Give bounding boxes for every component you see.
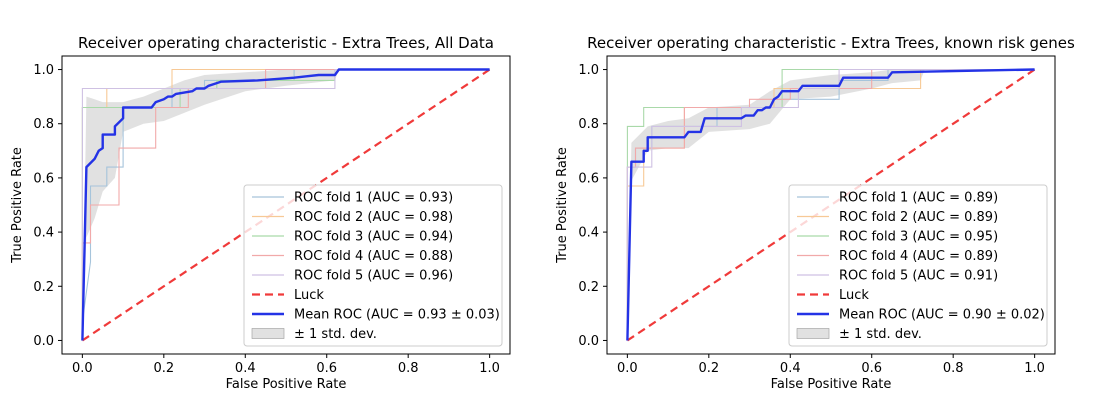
axes-frame — [61, 55, 511, 355]
axes-frame — [606, 55, 1056, 355]
x-axis-label: False Positive Rate — [226, 377, 347, 392]
y-tick-label: 0.8 — [578, 117, 599, 132]
plot-area — [81, 68, 491, 342]
x-tick-label: 1.0 — [1024, 361, 1045, 376]
y-tick-label: 0.2 — [578, 280, 599, 295]
y-tick-label: 1.0 — [33, 63, 54, 78]
legend-entry-label: ROC fold 1 (AUC = 0.93) — [294, 191, 453, 206]
x-tick-label: 0.0 — [72, 361, 93, 376]
mean-roc-line — [81, 68, 490, 341]
y-tick-label: 0.6 — [33, 171, 54, 186]
y-tick-label: 0.4 — [33, 226, 54, 241]
x-axis-label: False Positive Rate — [771, 377, 892, 392]
x-tick-label: 0.6 — [316, 361, 337, 376]
legend-entry-label: Luck — [294, 288, 324, 303]
x-tick-label: 1.0 — [479, 361, 500, 376]
x-tick-label: 0.2 — [153, 361, 174, 376]
luck-line — [81, 68, 491, 342]
x-tick-label: 0.6 — [861, 361, 882, 376]
y-tick-label: 0.6 — [578, 171, 599, 186]
legend-entry-label: Mean ROC (AUC = 0.93 ± 0.03) — [294, 308, 500, 323]
x-tick-label: 0.4 — [780, 361, 801, 376]
legend-entry-label: ROC fold 5 (AUC = 0.91) — [839, 269, 998, 284]
x-tick-label: 0.8 — [398, 361, 419, 376]
y-axis-label: True Positive Rate — [555, 147, 570, 264]
roc-fold-3-line — [626, 68, 1035, 341]
x-tick-label: 0.4 — [235, 361, 256, 376]
x-tick-label: 0.0 — [617, 361, 638, 376]
y-tick-label: 0.4 — [578, 226, 599, 241]
roc-fold-5-line — [626, 68, 1035, 341]
legend-entry-label: ROC fold 3 (AUC = 0.94) — [294, 230, 453, 245]
legend-entry-label: ± 1 std. dev. — [294, 327, 377, 342]
legend-entry-label: ROC fold 4 (AUC = 0.88) — [294, 249, 453, 264]
y-tick-label: 0.0 — [578, 334, 599, 349]
legend-box — [243, 184, 503, 347]
legend-entry-label: ROC fold 2 (AUC = 0.89) — [839, 210, 998, 225]
legend: ROC fold 1 (AUC = 0.89) ROC fold 2 (AUC =… — [788, 184, 1048, 347]
y-axis-label: True Positive Rate — [10, 147, 25, 264]
luck-line — [626, 68, 1036, 342]
legend-entry-label: ROC fold 3 (AUC = 0.95) — [839, 230, 998, 245]
roc-chart-known-risk-genes: Receiver operating characteristic - Extr… — [555, 34, 1075, 392]
legend-box — [788, 184, 1048, 347]
chart-title: Receiver operating characteristic - Extr… — [587, 34, 1075, 52]
y-tick-label: 0.8 — [33, 117, 54, 132]
y-tick-label: 0.0 — [33, 334, 54, 349]
chart-title: Receiver operating characteristic - Extr… — [78, 34, 494, 52]
legend-entry-label: ROC fold 2 (AUC = 0.98) — [294, 210, 453, 225]
x-tick-label: 0.8 — [943, 361, 964, 376]
legend-swatch-std-dev — [796, 328, 830, 339]
legend-entry-label: ± 1 std. dev. — [839, 327, 922, 342]
legend-entry-label: ROC fold 4 (AUC = 0.89) — [839, 249, 998, 264]
legend: ROC fold 1 (AUC = 0.93) ROC fold 2 (AUC =… — [243, 184, 503, 347]
legend-entry-label: Luck — [839, 288, 869, 303]
legend-entry-label: Mean ROC (AUC = 0.90 ± 0.02) — [839, 308, 1045, 323]
legend-entry-label: ROC fold 5 (AUC = 0.96) — [294, 269, 453, 284]
legend-entry-label: ROC fold 1 (AUC = 0.89) — [839, 191, 998, 206]
x-tick-label: 0.2 — [698, 361, 719, 376]
legend-swatch-std-dev — [251, 328, 285, 339]
mean-roc-line — [626, 68, 1035, 341]
y-tick-label: 0.2 — [33, 280, 54, 295]
plot-area — [626, 68, 1036, 342]
roc-chart-all-data: Receiver operating characteristic - Extr… — [10, 34, 511, 392]
y-tick-label: 1.0 — [578, 63, 599, 78]
